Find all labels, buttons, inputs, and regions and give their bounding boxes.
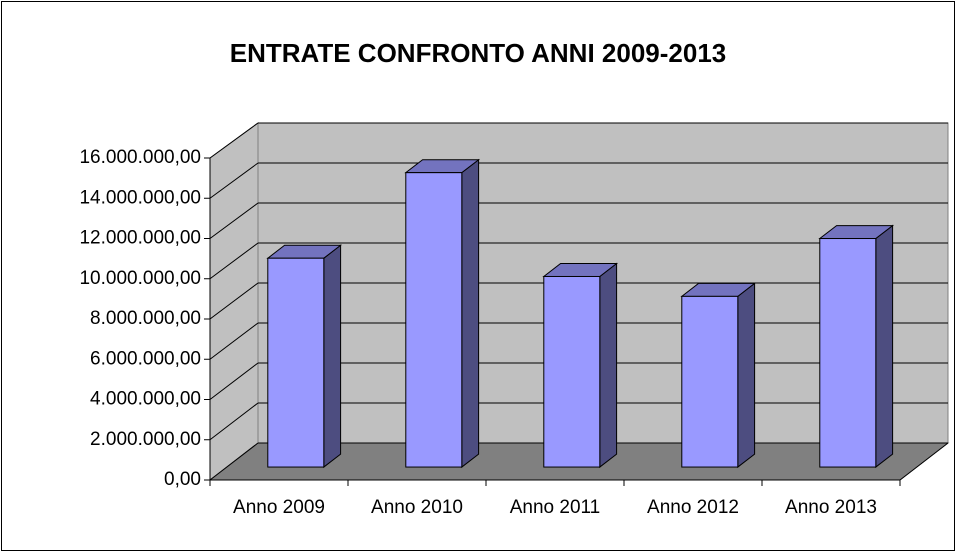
- y-tick-label: 6.000.000,00: [90, 348, 201, 369]
- bar-side: [737, 282, 756, 469]
- y-tick-label: 4.000.000,00: [90, 389, 201, 410]
- y-tick-label: 14.000.000,00: [79, 187, 201, 208]
- bar-side: [461, 158, 480, 469]
- floor-edge: [899, 442, 949, 481]
- grid-line: [209, 282, 259, 320]
- bar-side: [875, 224, 894, 469]
- y-tick-label: 12.000.000,00: [79, 228, 201, 249]
- bar: [267, 257, 325, 468]
- y-tick-label: 2.000.000,00: [90, 429, 201, 450]
- bar-side: [599, 262, 618, 469]
- x-tick-label: Anno 2011: [510, 497, 601, 518]
- grid-line: [209, 202, 259, 239]
- x-tick-label: Anno 2012: [647, 497, 739, 518]
- grid-line: [209, 442, 259, 481]
- y-tick-label: 8.000.000,00: [90, 308, 201, 329]
- bar: [681, 295, 739, 468]
- chart-title: ENTRATE CONFRONTO ANNI 2009-2013: [230, 38, 727, 68]
- x-tick-label: Anno 2009: [233, 497, 325, 518]
- grid-line: [209, 242, 259, 280]
- y-tick-label: 10.000.000,00: [79, 268, 201, 289]
- bar: [405, 172, 463, 468]
- grid-line: [209, 122, 259, 159]
- bar-side: [323, 244, 342, 469]
- grid-line: [209, 322, 259, 360]
- grid-line: [209, 402, 259, 441]
- x-tick-label: Anno 2010: [371, 497, 463, 518]
- bar: [543, 275, 601, 468]
- x-tick-label: Anno 2013: [785, 497, 877, 518]
- y-tick-label: 0,00: [164, 469, 201, 490]
- grid-line: [209, 362, 259, 400]
- y-tick-label: 16.000.000,00: [79, 147, 201, 168]
- bar: [819, 238, 877, 468]
- grid-line: [209, 162, 259, 199]
